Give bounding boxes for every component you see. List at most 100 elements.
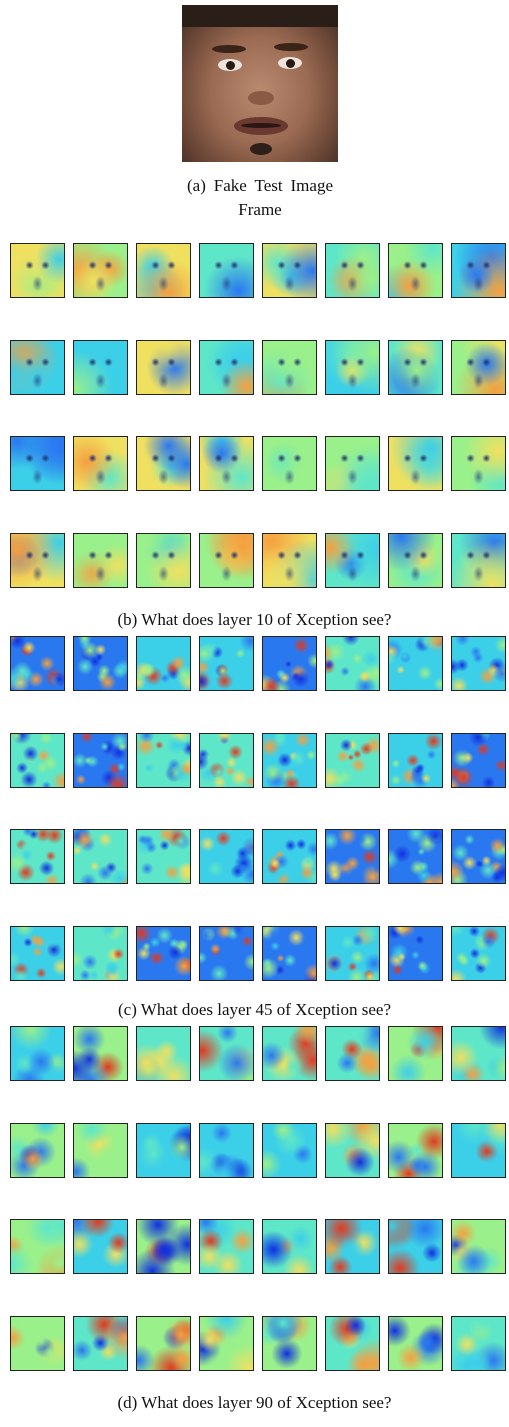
feature-map (325, 1316, 380, 1371)
feature-map (73, 1123, 128, 1178)
feature-map (136, 1316, 191, 1371)
feature-map (262, 829, 317, 884)
feature-map (199, 926, 254, 981)
feature-map (325, 1123, 380, 1178)
feature-map (325, 340, 380, 395)
subfigure-caption: (a) Fake Test Image Frame (187, 174, 333, 222)
feature-map (73, 926, 128, 981)
feature-map (199, 1123, 254, 1178)
feature-map (388, 733, 443, 788)
feature-map (262, 1219, 317, 1274)
feature-map (451, 733, 506, 788)
feature-map (10, 1316, 65, 1371)
feature-map (199, 436, 254, 491)
feature-map (388, 1219, 443, 1274)
feature-map (262, 436, 317, 491)
subfigure-caption: (d) What does layer 90 of Xception see? (0, 1391, 509, 1415)
subfigure-caption: (c) What does layer 45 of Xception see? (0, 998, 509, 1022)
brow (274, 43, 308, 51)
feature-map (10, 733, 65, 788)
feature-map (325, 733, 380, 788)
feature-map (136, 733, 191, 788)
feature-map (388, 436, 443, 491)
feature-map (262, 636, 317, 691)
feature-map (262, 1123, 317, 1178)
feature-map (325, 1026, 380, 1081)
feature-map (388, 1316, 443, 1371)
feature-map (10, 533, 65, 588)
nose (248, 91, 274, 105)
feature-map (199, 533, 254, 588)
feature-map (325, 1219, 380, 1274)
feature-map (451, 1219, 506, 1274)
feature-map (262, 1026, 317, 1081)
feature-map (388, 1026, 443, 1081)
feature-map (10, 1026, 65, 1081)
feature-map (262, 533, 317, 588)
feature-map (262, 733, 317, 788)
feature-map (325, 926, 380, 981)
feature-map (325, 533, 380, 588)
feature-map (136, 533, 191, 588)
feature-map (199, 733, 254, 788)
feature-map (388, 340, 443, 395)
feature-map (136, 636, 191, 691)
feature-map (451, 436, 506, 491)
feature-grid (0, 1026, 509, 1376)
feature-map (10, 1219, 65, 1274)
brow (212, 45, 246, 53)
feature-map (73, 243, 128, 298)
feature-map (73, 340, 128, 395)
feature-map (199, 340, 254, 395)
feature-map (10, 340, 65, 395)
eye (218, 59, 242, 71)
feature-map (136, 436, 191, 491)
feature-map (451, 1316, 506, 1371)
feature-map (451, 1123, 506, 1178)
feature-map (73, 829, 128, 884)
feature-map (73, 636, 128, 691)
beard (250, 143, 272, 155)
feature-map (199, 243, 254, 298)
feature-map (388, 243, 443, 298)
feature-map (451, 1026, 506, 1081)
feature-map (136, 926, 191, 981)
feature-map (73, 733, 128, 788)
feature-map (451, 243, 506, 298)
face-image (182, 5, 338, 162)
feature-map (325, 243, 380, 298)
feature-map (451, 636, 506, 691)
feature-map (136, 340, 191, 395)
feature-map (451, 926, 506, 981)
subfigure-caption: (b) What does layer 10 of Xception see? (0, 608, 509, 632)
feature-grid (0, 636, 509, 986)
feature-map (73, 1316, 128, 1371)
feature-map (262, 243, 317, 298)
feature-map (388, 636, 443, 691)
feature-map (325, 636, 380, 691)
feature-map (262, 926, 317, 981)
feature-map (451, 533, 506, 588)
feature-map (73, 436, 128, 491)
feature-map (388, 926, 443, 981)
feature-map (10, 243, 65, 298)
feature-map (73, 533, 128, 588)
feature-map (325, 829, 380, 884)
feature-map (136, 1123, 191, 1178)
feature-map (10, 636, 65, 691)
feature-map (199, 1316, 254, 1371)
hair (182, 5, 338, 27)
feature-grid (0, 243, 509, 593)
feature-map (73, 1219, 128, 1274)
feature-map (262, 340, 317, 395)
mouth (234, 117, 288, 135)
feature-map (10, 926, 65, 981)
feature-map (451, 829, 506, 884)
feature-map (136, 243, 191, 298)
feature-map (136, 1026, 191, 1081)
feature-map (451, 340, 506, 395)
feature-map (199, 636, 254, 691)
feature-map (388, 1123, 443, 1178)
feature-map (10, 436, 65, 491)
feature-map (73, 1026, 128, 1081)
